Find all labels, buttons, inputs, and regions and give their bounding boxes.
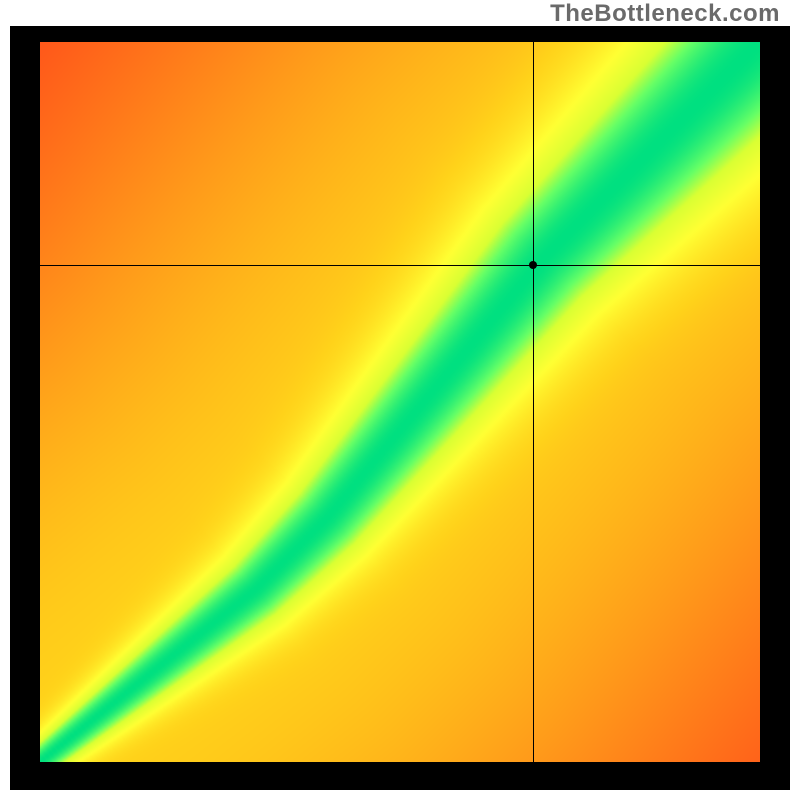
- heatmap-canvas: [40, 42, 760, 762]
- watermark-text: TheBottleneck.com: [550, 0, 780, 28]
- chart-root: TheBottleneck.com: [0, 0, 800, 800]
- chart-frame: [10, 26, 790, 790]
